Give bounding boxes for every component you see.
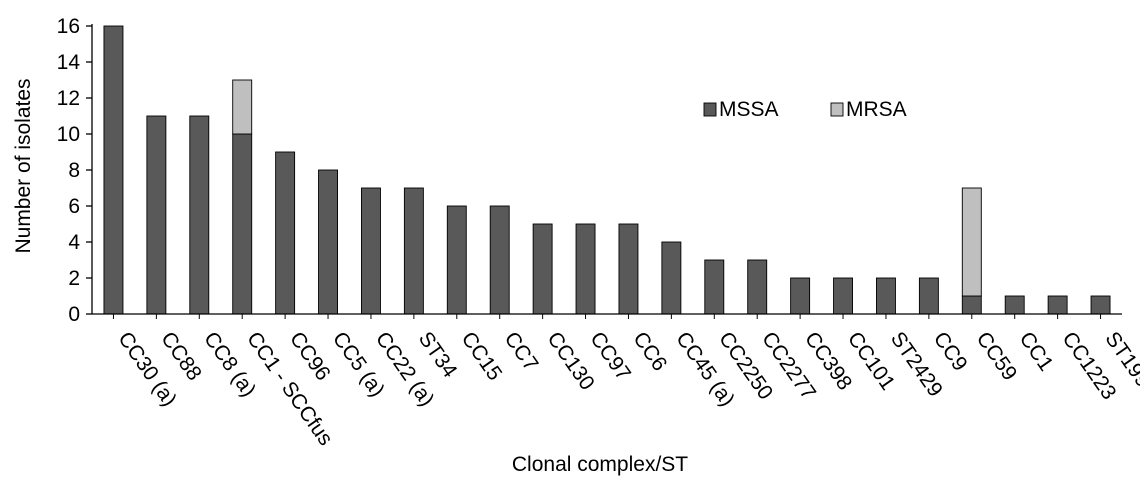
bar-mssa xyxy=(446,205,467,315)
x-category-label: CC59 xyxy=(972,328,1022,385)
bar-mssa xyxy=(403,187,424,315)
bar-mssa xyxy=(532,223,553,315)
legend-label-mrsa: MRSA xyxy=(846,98,907,121)
x-category-label: CC7 xyxy=(500,328,543,376)
legend-swatch-mrsa xyxy=(830,102,844,117)
x-axis-title: Clonal complex/ST xyxy=(512,453,688,476)
x-category-label: CC1 xyxy=(1015,328,1058,376)
bar-mssa xyxy=(918,277,939,315)
bar-mssa xyxy=(575,223,596,315)
bar-mssa xyxy=(361,187,381,315)
x-category-label: CC15 xyxy=(457,328,507,385)
bar-mssa xyxy=(661,241,682,315)
bar-mrsa xyxy=(232,79,253,135)
y-tick-label: 4 xyxy=(68,231,80,254)
legend: MSSA MRSA xyxy=(703,98,907,121)
x-category-label: CC9 xyxy=(929,328,972,376)
y-tick-label: 8 xyxy=(68,159,80,182)
bar-mssa xyxy=(318,169,338,315)
y-tick-label: 12 xyxy=(57,87,80,110)
y-tick-label: 0 xyxy=(68,303,80,326)
bar-mssa xyxy=(1090,295,1111,315)
legend-swatch-mssa xyxy=(703,102,717,117)
legend-label-mssa: MSSA xyxy=(719,98,779,121)
y-tick-label: 16 xyxy=(57,15,80,38)
y-axis-title: Number of isolates xyxy=(12,78,35,253)
x-category-label: CC6 xyxy=(628,328,671,376)
y-tick-label: 14 xyxy=(57,51,81,74)
y-tick-label: 10 xyxy=(57,123,80,146)
bar-mssa xyxy=(961,295,982,315)
y-axis-ticks: 0 2 4 6 8 10 12 14 16 xyxy=(57,15,92,326)
bar-mrsa xyxy=(961,187,982,297)
bar-mssa xyxy=(1004,295,1025,315)
y-tick-label: 2 xyxy=(68,267,80,290)
bar-mssa xyxy=(275,151,296,315)
axes xyxy=(91,24,1122,315)
bar-mssa xyxy=(103,25,124,315)
bar-mssa xyxy=(232,133,253,315)
bar-mssa xyxy=(833,277,853,315)
bars xyxy=(103,25,1111,319)
bar-mssa xyxy=(146,115,167,315)
y-tick-label: 6 xyxy=(68,195,80,218)
bar-mssa xyxy=(790,277,811,315)
bar-mssa xyxy=(876,277,896,315)
bar-mssa xyxy=(1047,295,1068,315)
bar-mssa xyxy=(489,205,510,315)
bar-mssa xyxy=(747,259,768,315)
bar-mssa xyxy=(704,259,725,315)
bar-mssa xyxy=(189,115,210,315)
bar-mssa xyxy=(618,223,639,315)
